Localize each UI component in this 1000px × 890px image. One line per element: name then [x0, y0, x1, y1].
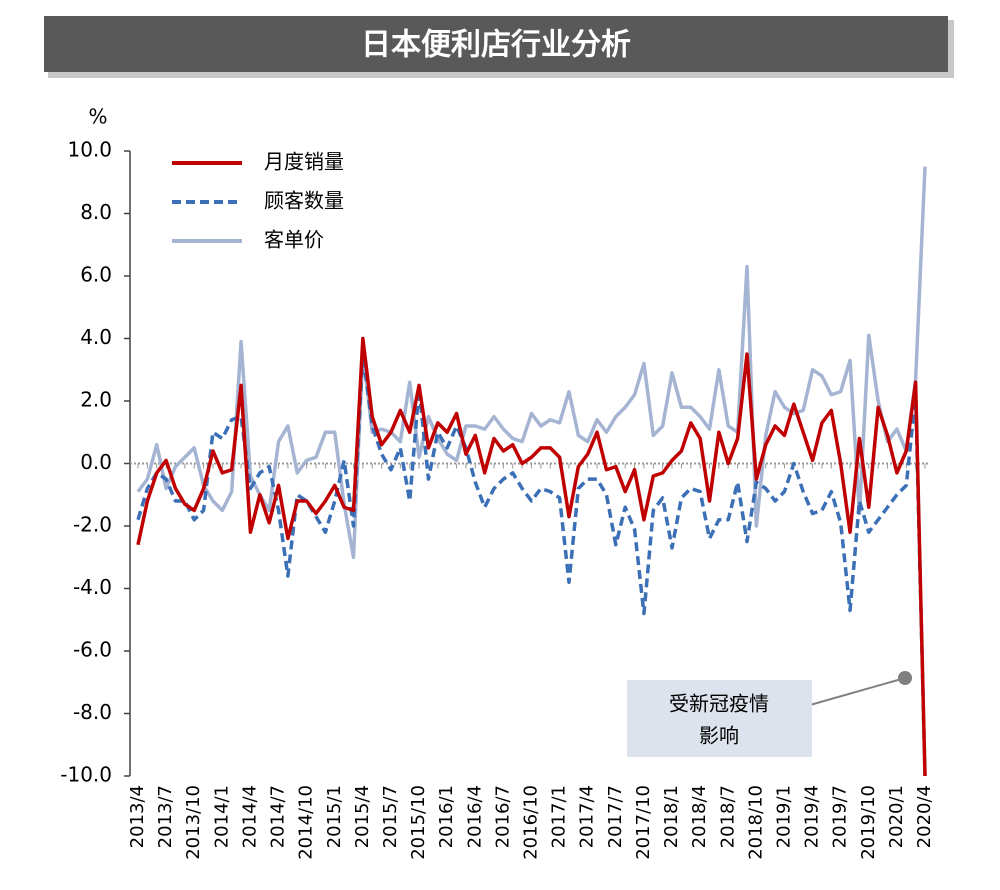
y-tick-label: -6.0 — [73, 638, 112, 662]
legend-label: 客单价 — [264, 228, 324, 252]
x-tick-label: 2014/1 — [211, 785, 232, 848]
annotation-text: 受新冠疫情 — [669, 692, 769, 716]
x-tick-label: 2015/10 — [408, 785, 429, 860]
y-tick-label: 8.0 — [80, 200, 112, 224]
x-tick-label: 2018/10 — [745, 785, 766, 860]
y-tick-label: -4.0 — [73, 575, 112, 599]
annotation-leader — [809, 677, 906, 706]
x-tick-label: 2017/4 — [577, 785, 598, 848]
x-tick-label: 2014/10 — [296, 785, 317, 860]
x-tick-label: 2013/7 — [155, 785, 176, 848]
x-tick-label: 2019/10 — [858, 785, 879, 860]
x-tick-label: 2019/4 — [802, 785, 823, 848]
x-tick-label: 2016/7 — [492, 785, 513, 848]
x-tick-label: 2018/7 — [717, 785, 738, 848]
x-tick-label: 2016/4 — [464, 785, 485, 848]
series-line — [136, 166, 927, 559]
x-tick-label: 2014/7 — [268, 785, 289, 848]
x-tick-label: 2014/4 — [239, 785, 260, 848]
chart-title: 日本便利店行业分析 — [361, 28, 631, 63]
y-tick-label: -10.0 — [60, 763, 112, 787]
y-tick-label: 0.0 — [80, 450, 112, 474]
x-tick-label: 2017/10 — [633, 785, 654, 860]
x-tick-label: 2013/10 — [183, 785, 204, 860]
annotation-dot — [898, 671, 912, 685]
y-tick-label: 2.0 — [80, 388, 112, 412]
x-tick-label: 2016/1 — [436, 785, 457, 848]
x-tick-label: 2017/1 — [549, 785, 570, 848]
x-tick-label: 2016/10 — [521, 785, 542, 860]
y-tick-label: -2.0 — [73, 513, 112, 537]
x-tick-label: 2013/4 — [127, 785, 148, 848]
legend-label: 顾客数量 — [264, 189, 344, 213]
x-tick-label: 2018/1 — [661, 785, 682, 848]
y-tick-label: 4.0 — [80, 325, 112, 349]
y-axis-label: % — [88, 105, 107, 129]
x-tick-label: 2019/7 — [830, 785, 851, 848]
x-tick-label: 2015/4 — [352, 785, 373, 848]
x-tick-label: 2015/7 — [380, 785, 401, 848]
annotation-text: 影响 — [699, 724, 739, 748]
x-tick-label: 2017/7 — [605, 785, 626, 848]
y-tick-label: 6.0 — [80, 263, 112, 287]
series-line — [136, 352, 927, 777]
x-tick-label: 2018/4 — [689, 785, 710, 848]
y-tick-label: 10.0 — [67, 138, 112, 162]
series-line — [136, 336, 927, 777]
title-banner — [44, 16, 948, 72]
x-tick-label: 2020/1 — [886, 785, 907, 848]
x-tick-label: 2019/1 — [773, 785, 794, 848]
y-tick-label: -8.0 — [73, 700, 112, 724]
legend-label: 月度销量 — [264, 150, 344, 174]
annotation-box — [627, 680, 812, 757]
x-tick-label: 2020/4 — [914, 785, 935, 848]
x-tick-label: 2015/1 — [324, 785, 345, 848]
